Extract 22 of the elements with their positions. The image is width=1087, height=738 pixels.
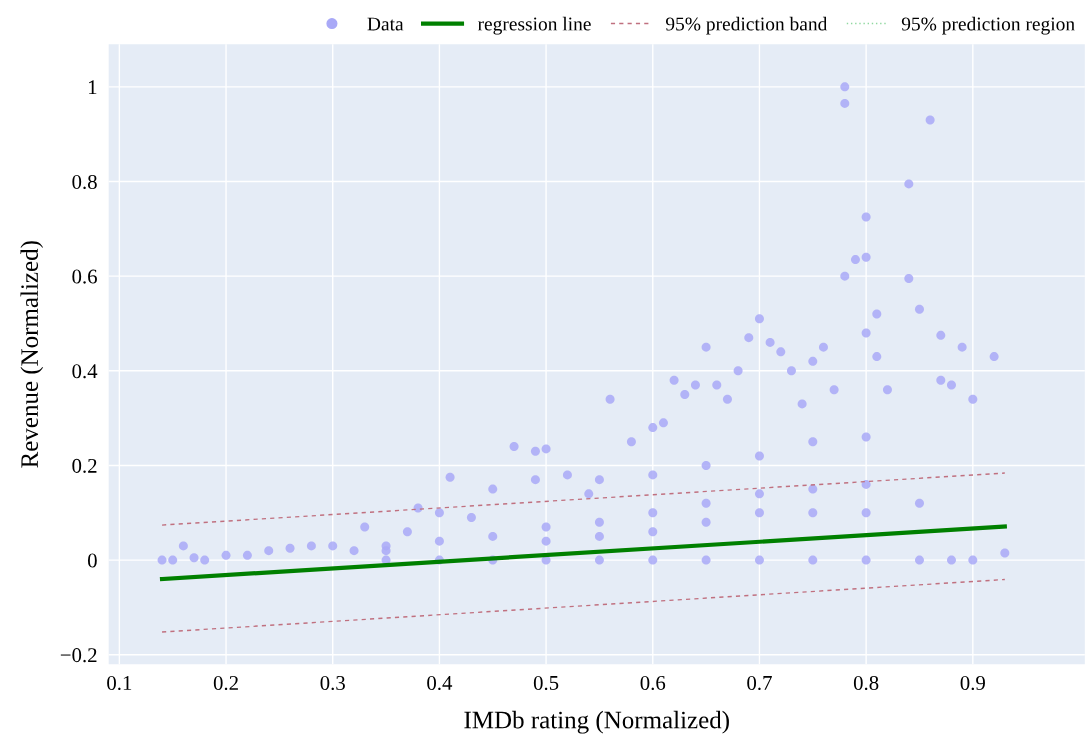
x-tick-label: 0.3 <box>320 675 345 691</box>
legend-label: regression line <box>477 16 591 35</box>
y-tick-label: 0.8 <box>72 174 97 190</box>
x-tick-label: 0.9 <box>960 675 985 691</box>
legend-label: 95% prediction region <box>901 16 1075 35</box>
y-tick-label: 0.6 <box>72 269 97 284</box>
y-tick-label: 1 <box>89 80 97 95</box>
y-axis-title: Revenue (Normalized) <box>20 241 44 468</box>
x-tick-label: 0.5 <box>533 675 559 691</box>
x-tick-label: 0.7 <box>747 675 772 691</box>
x-tick-label: 0.8 <box>853 675 879 691</box>
x-axis-title: IMDb rating (Normalized) <box>464 710 729 734</box>
y-tick-label: 0.4 <box>72 364 98 379</box>
legend-label: 95% prediction band <box>665 16 828 35</box>
x-tick-label: 0.1 <box>107 675 132 691</box>
y-tick-label: 0 <box>87 553 97 568</box>
x-tick-label: 0.2 <box>213 675 238 691</box>
x-tick-label: 0.4 <box>427 675 453 691</box>
legend-label: Data <box>367 17 404 31</box>
y-tick-label: 0.2 <box>72 458 97 473</box>
y-tick-label: −0.2 <box>60 648 97 663</box>
x-tick-label: 0.6 <box>640 675 666 691</box>
